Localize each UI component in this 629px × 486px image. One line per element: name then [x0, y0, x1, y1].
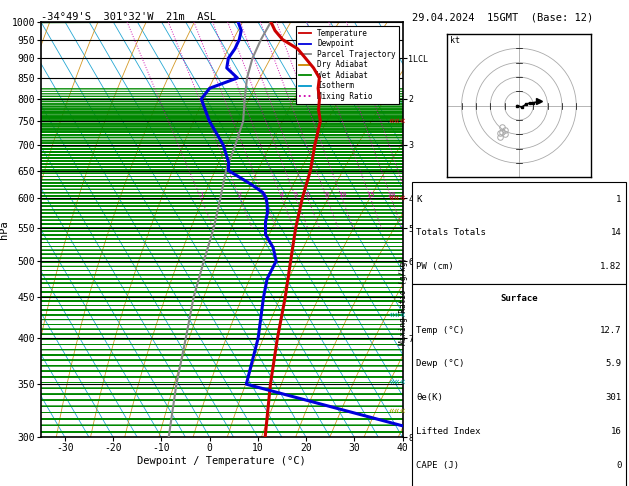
Text: PW (cm): PW (cm) [416, 262, 454, 271]
Text: 1: 1 [616, 195, 621, 204]
Text: 10: 10 [338, 192, 346, 198]
Text: 2: 2 [238, 192, 242, 198]
Bar [412, 182, 626, 284]
Y-axis label: hPa: hPa [0, 220, 9, 239]
Text: θe(K): θe(K) [416, 393, 443, 402]
Text: 1: 1 [199, 192, 203, 198]
Text: «««: ««« [388, 193, 406, 203]
Text: Temp (°C): Temp (°C) [416, 326, 465, 334]
Text: 15: 15 [366, 192, 375, 198]
Text: Lifted Index: Lifted Index [416, 427, 481, 436]
Bar [412, 284, 626, 486]
Text: -34°49'S  301°32'W  21m  ASL: -34°49'S 301°32'W 21m ASL [41, 12, 216, 22]
Text: 1.82: 1.82 [600, 262, 621, 271]
Text: «««: ««« [388, 405, 406, 416]
Text: 4: 4 [280, 192, 284, 198]
Text: «««: ««« [388, 116, 406, 126]
Text: Surface: Surface [500, 294, 538, 303]
Legend: Temperature, Dewpoint, Parcel Trajectory, Dry Adiabat, Wet Adiabat, Isotherm, Mi: Temperature, Dewpoint, Parcel Trajectory… [296, 26, 399, 104]
Text: K: K [416, 195, 421, 204]
Text: 6: 6 [306, 192, 310, 198]
Text: 5: 5 [294, 192, 298, 198]
Text: kt: kt [450, 35, 460, 45]
Text: 12.7: 12.7 [600, 326, 621, 334]
Text: 8: 8 [325, 192, 329, 198]
Text: CAPE (J): CAPE (J) [416, 461, 459, 470]
Text: Totals Totals: Totals Totals [416, 228, 486, 238]
Text: 29.04.2024  15GMT  (Base: 12): 29.04.2024 15GMT (Base: 12) [412, 12, 593, 22]
Text: Dewp (°C): Dewp (°C) [416, 359, 465, 368]
X-axis label: Dewpoint / Temperature (°C): Dewpoint / Temperature (°C) [137, 456, 306, 466]
Text: 20: 20 [387, 192, 396, 198]
Text: «««: ««« [388, 309, 406, 319]
Text: 16: 16 [611, 427, 621, 436]
Text: 0: 0 [616, 461, 621, 470]
Text: 3: 3 [262, 192, 266, 198]
Text: 5.9: 5.9 [606, 359, 621, 368]
Y-axis label: km
ASL: km ASL [437, 230, 453, 249]
Text: «««: ««« [388, 376, 406, 386]
Text: Mixing Ratio (g/kg): Mixing Ratio (g/kg) [399, 258, 408, 345]
Text: 14: 14 [611, 228, 621, 238]
Text: 301: 301 [606, 393, 621, 402]
